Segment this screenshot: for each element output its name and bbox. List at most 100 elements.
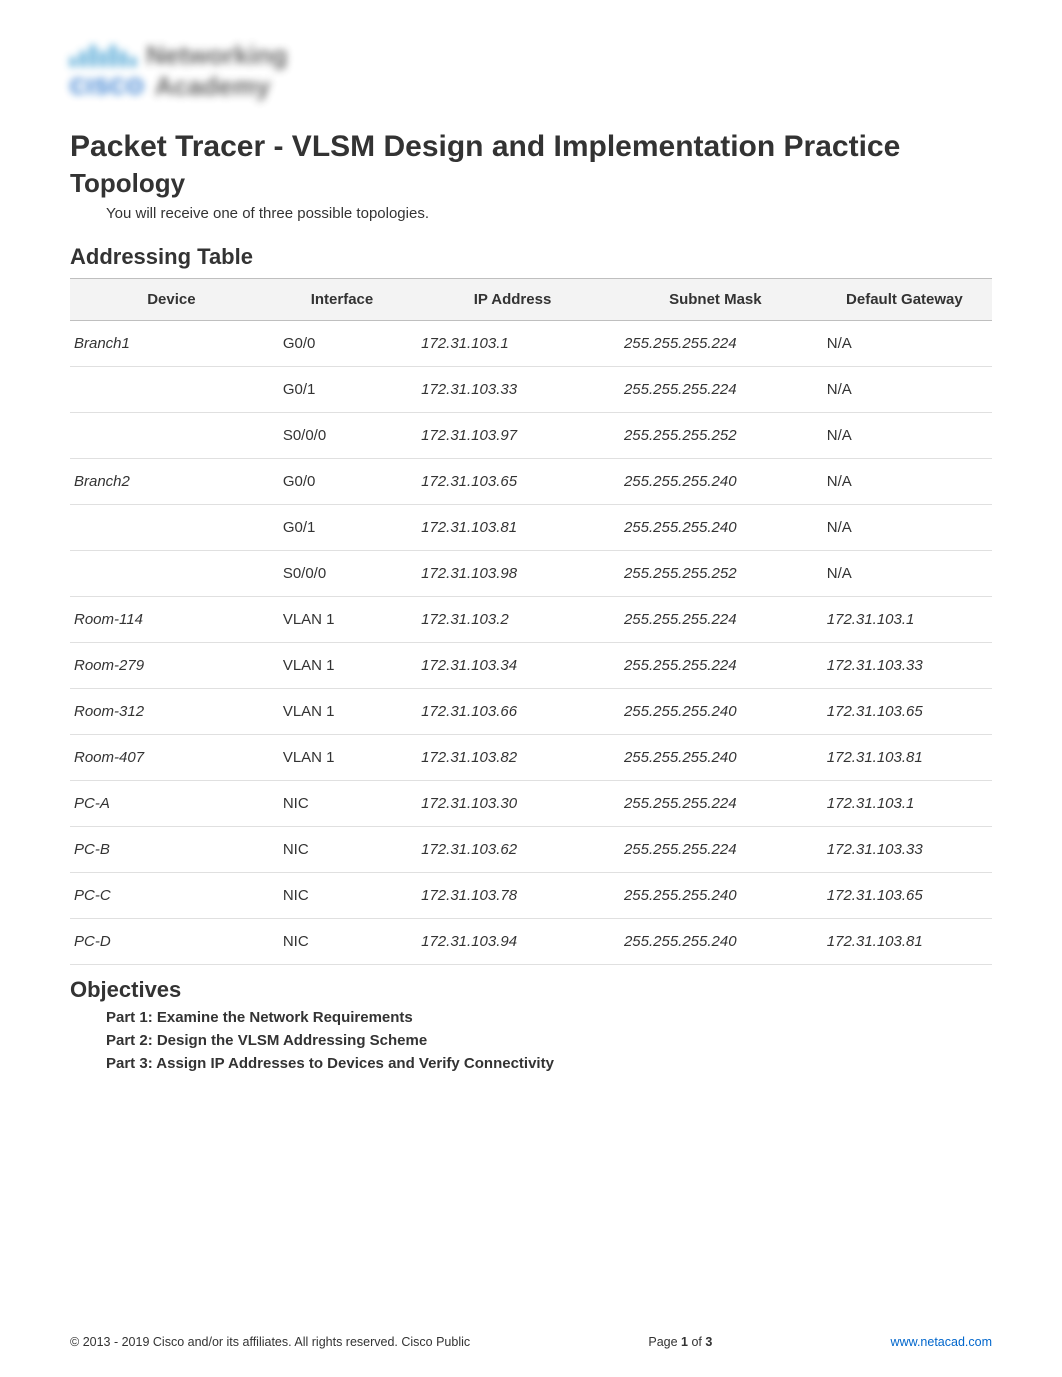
table-cell: PC-B xyxy=(70,827,273,873)
table-cell: S0/0/0 xyxy=(273,413,411,459)
table-cell: 255.255.255.240 xyxy=(614,505,817,551)
table-cell: 172.31.103.98 xyxy=(411,551,614,597)
table-cell: 255.255.255.252 xyxy=(614,413,817,459)
table-cell: N/A xyxy=(817,413,992,459)
table-cell: PC-C xyxy=(70,873,273,919)
table-cell: 172.31.103.1 xyxy=(817,781,992,827)
table-cell xyxy=(70,367,273,413)
table-cell: 172.31.103.30 xyxy=(411,781,614,827)
table-cell: 255.255.255.224 xyxy=(614,321,817,367)
table-row: Room-407VLAN 1172.31.103.82255.255.255.2… xyxy=(70,735,992,781)
table-row: PC-DNIC172.31.103.94255.255.255.240172.3… xyxy=(70,919,992,965)
table-row: Room-114VLAN 1172.31.103.2255.255.255.22… xyxy=(70,597,992,643)
table-row: G0/1172.31.103.81255.255.255.240N/A xyxy=(70,505,992,551)
table-cell: 172.31.103.81 xyxy=(817,735,992,781)
table-cell: 172.31.103.65 xyxy=(817,689,992,735)
table-cell: 255.255.255.240 xyxy=(614,873,817,919)
section-topology-heading: Topology xyxy=(70,168,992,199)
table-cell: 255.255.255.240 xyxy=(614,459,817,505)
table-cell: 255.255.255.252 xyxy=(614,551,817,597)
table-cell: PC-D xyxy=(70,919,273,965)
logo-word-networking: Networking xyxy=(146,40,288,71)
table-cell: VLAN 1 xyxy=(273,689,411,735)
table-cell: 172.31.103.97 xyxy=(411,413,614,459)
table-cell: 172.31.103.81 xyxy=(817,919,992,965)
table-row: S0/0/0172.31.103.98255.255.255.252N/A xyxy=(70,551,992,597)
table-header-row: Device Interface IP Address Subnet Mask … xyxy=(70,279,992,321)
table-row: S0/0/0172.31.103.97255.255.255.252N/A xyxy=(70,413,992,459)
table-cell: Room-114 xyxy=(70,597,273,643)
objective-item: Part 3: Assign IP Addresses to Devices a… xyxy=(106,1055,992,1072)
table-cell: 172.31.103.65 xyxy=(411,459,614,505)
logo-word-academy: Academy xyxy=(155,71,271,102)
table-row: Branch2G0/0172.31.103.65255.255.255.240N… xyxy=(70,459,992,505)
table-cell: Room-279 xyxy=(70,643,273,689)
table-cell: N/A xyxy=(817,321,992,367)
page-footer: 2013 - 2019 Cisco and/or its affiliates.… xyxy=(70,1335,992,1349)
table-cell: 172.31.103.33 xyxy=(817,827,992,873)
table-cell: 255.255.255.224 xyxy=(614,597,817,643)
table-cell: 255.255.255.240 xyxy=(614,919,817,965)
table-row: Room-312VLAN 1172.31.103.66255.255.255.2… xyxy=(70,689,992,735)
table-cell: 172.31.103.94 xyxy=(411,919,614,965)
table-cell: 172.31.103.65 xyxy=(817,873,992,919)
table-cell: 255.255.255.224 xyxy=(614,827,817,873)
footer-page-prefix: Page xyxy=(648,1335,681,1349)
table-row: PC-BNIC172.31.103.62255.255.255.224172.3… xyxy=(70,827,992,873)
col-ip: IP Address xyxy=(411,279,614,321)
col-device: Device xyxy=(70,279,273,321)
table-cell: NIC xyxy=(273,919,411,965)
table-cell: Room-407 xyxy=(70,735,273,781)
addressing-table: Device Interface IP Address Subnet Mask … xyxy=(70,278,992,965)
table-cell: 172.31.103.81 xyxy=(411,505,614,551)
section-objectives-heading: Objectives xyxy=(70,977,992,1003)
footer-copyright: 2013 - 2019 Cisco and/or its affiliates.… xyxy=(70,1335,470,1349)
table-cell: Branch1 xyxy=(70,321,273,367)
footer-page-current: 1 xyxy=(681,1335,688,1349)
page-title: Packet Tracer - VLSM Design and Implemen… xyxy=(70,130,992,164)
table-cell: VLAN 1 xyxy=(273,597,411,643)
table-row: PC-ANIC172.31.103.30255.255.255.224172.3… xyxy=(70,781,992,827)
table-cell: 172.31.103.1 xyxy=(817,597,992,643)
table-cell xyxy=(70,413,273,459)
table-cell: G0/0 xyxy=(273,321,411,367)
table-row: Branch1G0/0172.31.103.1255.255.255.224N/… xyxy=(70,321,992,367)
table-cell: 172.31.103.62 xyxy=(411,827,614,873)
table-row: PC-CNIC172.31.103.78255.255.255.240172.3… xyxy=(70,873,992,919)
footer-page-total: 3 xyxy=(705,1335,712,1349)
table-cell: VLAN 1 xyxy=(273,643,411,689)
footer-page: Page 1 of 3 xyxy=(648,1335,712,1349)
table-cell: 255.255.255.240 xyxy=(614,689,817,735)
table-row: Room-279VLAN 1172.31.103.34255.255.255.2… xyxy=(70,643,992,689)
table-cell: 172.31.103.33 xyxy=(817,643,992,689)
table-cell: N/A xyxy=(817,551,992,597)
table-cell: N/A xyxy=(817,459,992,505)
table-cell: Room-312 xyxy=(70,689,273,735)
table-cell: 255.255.255.224 xyxy=(614,367,817,413)
brand-logo: Networking CISCO Academy xyxy=(70,40,992,102)
objective-item: Part 2: Design the VLSM Addressing Schem… xyxy=(106,1032,992,1049)
table-cell: S0/0/0 xyxy=(273,551,411,597)
table-cell: N/A xyxy=(817,505,992,551)
table-row: G0/1172.31.103.33255.255.255.224N/A xyxy=(70,367,992,413)
footer-page-of: of xyxy=(688,1335,705,1349)
objective-item: Part 1: Examine the Network Requirements xyxy=(106,1009,992,1026)
table-cell: PC-A xyxy=(70,781,273,827)
table-cell: Branch2 xyxy=(70,459,273,505)
table-cell: 172.31.103.66 xyxy=(411,689,614,735)
cisco-bars-icon xyxy=(70,45,136,67)
table-cell: 172.31.103.34 xyxy=(411,643,614,689)
table-cell: NIC xyxy=(273,827,411,873)
table-cell: NIC xyxy=(273,873,411,919)
table-cell: 172.31.103.82 xyxy=(411,735,614,781)
table-cell: 172.31.103.2 xyxy=(411,597,614,643)
logo-brand-cisco: CISCO xyxy=(70,74,145,100)
footer-link[interactable]: www.netacad.com xyxy=(891,1335,992,1349)
col-mask: Subnet Mask xyxy=(614,279,817,321)
table-cell: G0/1 xyxy=(273,505,411,551)
table-cell: 172.31.103.1 xyxy=(411,321,614,367)
section-addressing-heading: Addressing Table xyxy=(70,244,992,270)
table-cell: 255.255.255.240 xyxy=(614,735,817,781)
table-cell: 172.31.103.33 xyxy=(411,367,614,413)
col-gateway: Default Gateway xyxy=(817,279,992,321)
